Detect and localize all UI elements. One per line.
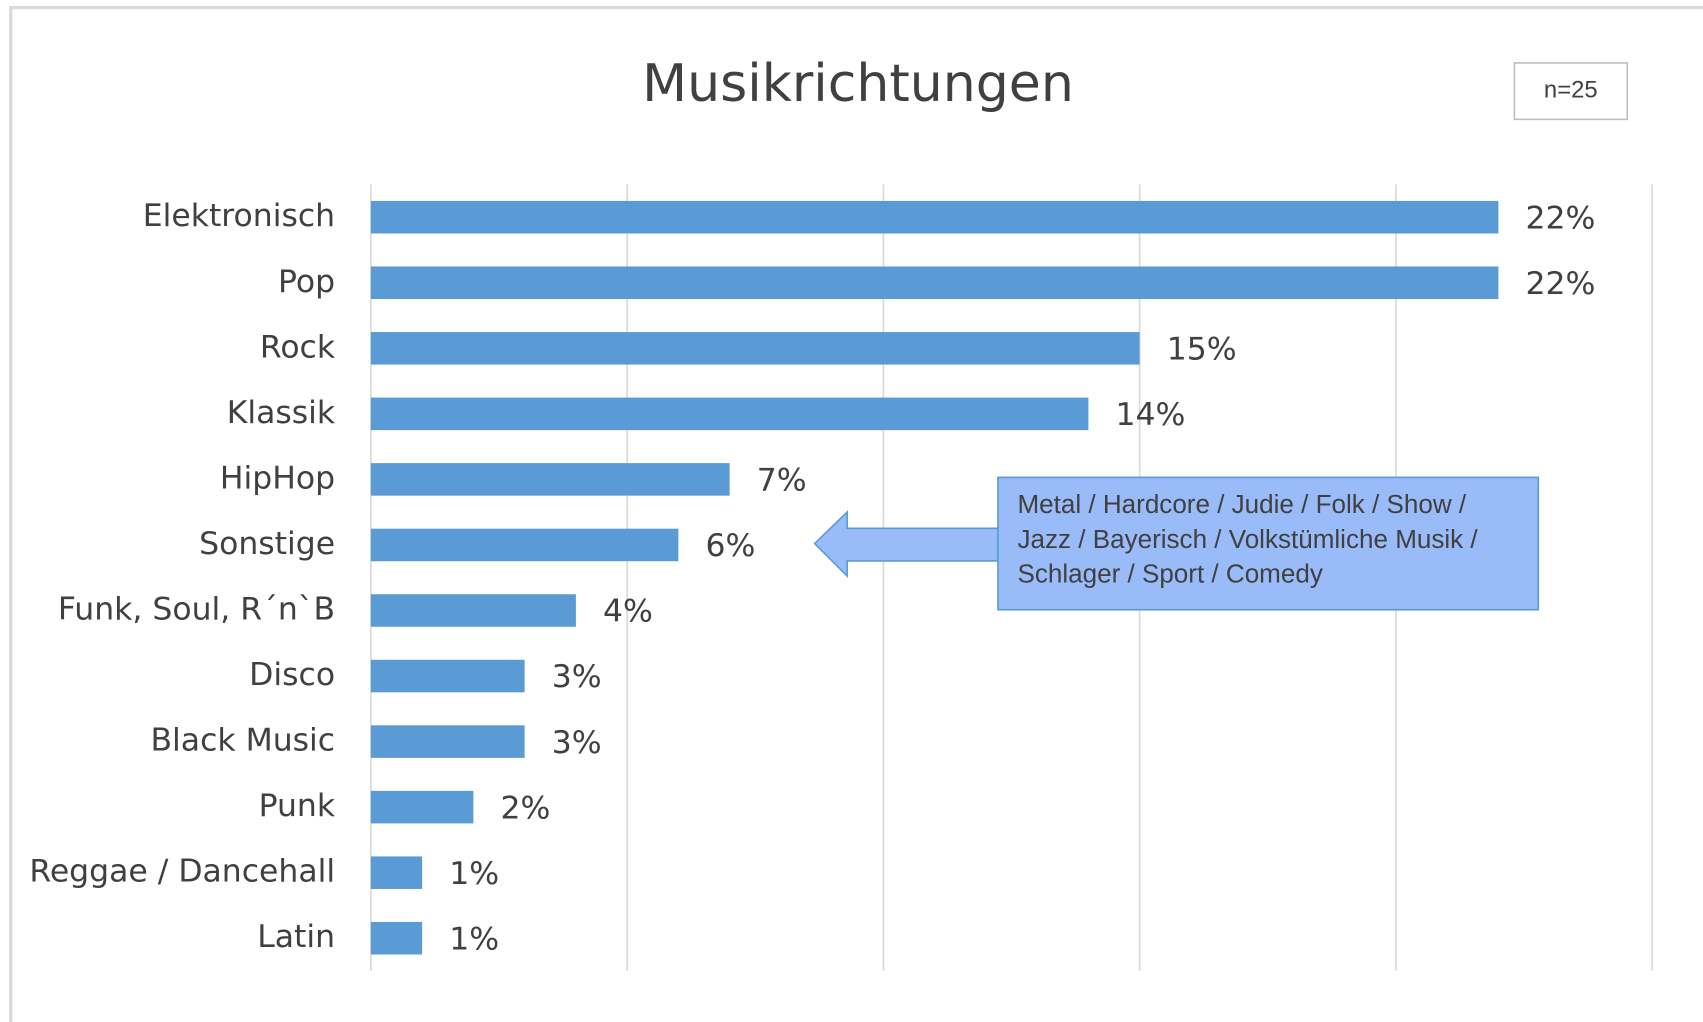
value-label: 1% — [449, 921, 499, 957]
bar — [370, 528, 679, 562]
bar — [370, 397, 1089, 431]
bar — [370, 594, 576, 627]
category-label: Punk — [259, 788, 336, 824]
category-label: Funk, Soul, R´n`B — [58, 591, 335, 627]
bar — [370, 790, 474, 824]
value-label: 3% — [552, 659, 602, 695]
value-label: 22% — [1526, 266, 1596, 302]
chart-title: Musikrichtungen — [642, 54, 1074, 114]
category-label: Sonstige — [199, 526, 335, 562]
bar — [370, 659, 525, 693]
category-label: Rock — [260, 329, 336, 365]
value-label: 7% — [757, 463, 807, 499]
sample-note: n=25 — [1544, 76, 1598, 103]
callout: Metal / Hardcore / Judie / Folk / Show /… — [1017, 490, 1478, 590]
bar — [370, 463, 730, 496]
bars: Elektronisch 22% Pop 22% Rock 15% Klassik 14% Hi… — [29, 198, 1595, 957]
value-label: 22% — [1526, 200, 1596, 236]
bar — [370, 266, 1499, 300]
value-label: 4% — [603, 594, 653, 630]
bar — [370, 332, 1140, 365]
callout-box — [997, 476, 1540, 611]
category-label: Black Music — [150, 723, 335, 759]
sample-box — [1513, 62, 1629, 121]
bar — [370, 856, 423, 889]
annotation: Metal / Hardcore / Judie / Folk / Show /… — [1017, 490, 1478, 590]
value-label: 14% — [1116, 397, 1186, 433]
value-label: 3% — [552, 725, 602, 761]
bar — [370, 921, 423, 955]
value-label: 1% — [449, 856, 499, 892]
bar — [370, 200, 1499, 234]
category-label: Klassik — [227, 395, 336, 431]
value-label: 15% — [1167, 331, 1237, 367]
category-label: HipHop — [220, 460, 335, 496]
category-label: Latin — [257, 919, 335, 955]
value-label: 6% — [706, 528, 756, 564]
category-label: Disco — [249, 657, 335, 693]
value-label: 2% — [501, 790, 551, 826]
bar — [370, 725, 525, 758]
category-label: Pop — [278, 264, 335, 300]
category-label: Elektronisch — [143, 198, 335, 234]
category-label: Reggae / Dancehall — [29, 854, 335, 890]
